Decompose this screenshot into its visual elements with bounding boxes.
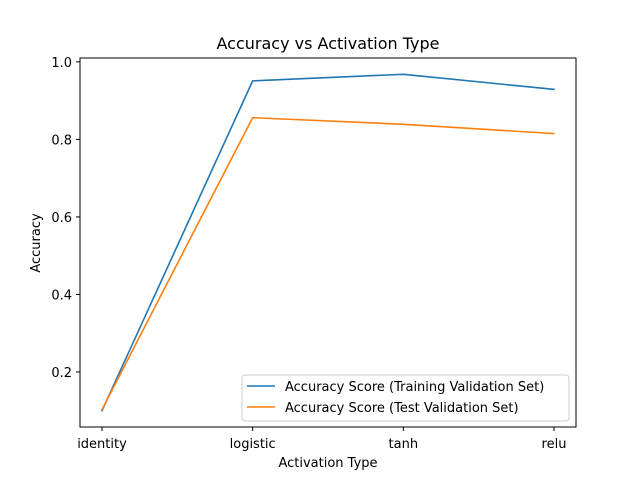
legend-box (241, 374, 570, 422)
series-layer (100, 73, 555, 412)
series-line-1 (100, 116, 555, 411)
x-tick-label: tanh (389, 437, 419, 452)
y-tick-label: 0.4 (51, 288, 72, 303)
y-axis-label: Accuracy (29, 213, 44, 273)
x-axis-label: Activation Type (278, 456, 377, 471)
y-axis: 0.2 0.4 0.6 0.8 1.0 (51, 56, 80, 381)
legend-label-1: Accuracy Score (Test Validation Set) (285, 401, 519, 416)
y-tick-label: 1.0 (51, 56, 72, 71)
legend-label-0: Accuracy Score (Training Validation Set) (285, 380, 544, 395)
y-tick-label: 0.8 (51, 133, 72, 148)
series-line-0 (100, 73, 555, 412)
x-axis: identity logistic tanh relu (77, 427, 566, 452)
x-tick-label: relu (542, 437, 567, 452)
x-tick-label: logistic (230, 437, 276, 452)
y-tick-label: 0.6 (51, 211, 72, 226)
y-tick-label: 0.2 (51, 366, 72, 381)
legend: Accuracy Score (Training Validation Set)… (241, 374, 570, 422)
chart-title: Accuracy vs Activation Type (217, 34, 440, 53)
x-tick-label: identity (77, 437, 127, 452)
plot-frame (79, 57, 577, 428)
